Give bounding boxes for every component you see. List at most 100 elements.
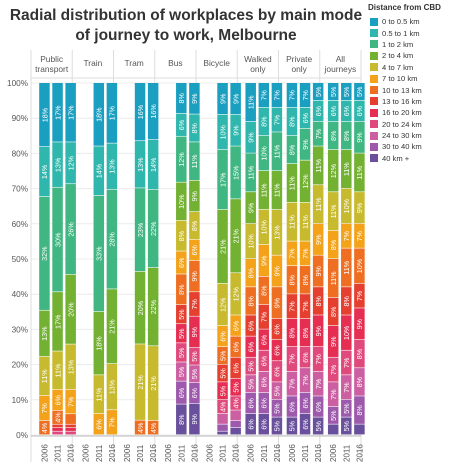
bar-segment [271,255,283,287]
bar-segment [258,413,270,435]
bar-segment [189,142,200,180]
data-label: 33% [95,246,104,261]
bar-segment [327,259,339,298]
y-tick-label: 40% [12,290,28,299]
data-label: 9% [190,93,199,104]
bar-segment [327,297,339,326]
bar-segment [189,365,200,383]
bar-segment [176,113,187,136]
bar-segment [245,392,256,414]
legend-label: 1 to 2 km [382,39,414,49]
data-label: 11% [355,165,364,179]
data-label: 21% [108,319,117,334]
bar-segment [258,135,270,171]
data-label: 8% [247,267,256,278]
data-label: 4% [40,422,49,433]
x-tick-label: 2011 [136,444,145,462]
data-label: 7% [314,354,323,365]
data-label: 8% [288,144,297,155]
bar-segment [39,395,50,421]
data-label: 11% [40,369,49,383]
data-label: 5% [218,385,227,396]
data-label: 7% [273,90,282,101]
bar-segment [341,248,352,287]
data-label: 5% [314,420,323,431]
bar-segment [176,343,187,362]
bar-segment [245,192,256,224]
x-tick-label: 2011 [219,444,228,462]
data-label: 17% [53,314,62,329]
legend-item: 10 to 13 km [366,84,449,95]
bar-segment [230,427,241,435]
bar-segment [176,304,187,324]
data-label: 5% [329,86,338,97]
data-label: 7% [288,90,297,101]
legend-label: 16 to 20 km [382,108,422,118]
bar-segment [147,420,159,435]
bar-segment [230,378,241,396]
bar-segment [52,424,63,428]
data-label: 7% [66,396,75,407]
bar-segment [230,396,241,410]
data-label: 6% [247,320,256,331]
data-label: 8% [301,274,310,285]
bar-segment [341,149,352,188]
x-tick-label: 2006 [40,444,49,462]
bar-segment [217,364,228,382]
bar-segment [341,375,352,400]
data-label: 12% [231,286,240,301]
y-tick-label: 10% [12,396,28,405]
data-label: 7% [40,403,49,414]
data-label: 6% [231,320,240,331]
x-tick-label: 2006 [205,444,214,462]
legend-item: 40 km + [366,153,449,164]
bar-segment [106,363,118,410]
bar-segment [327,230,339,259]
data-label: 5% [177,309,186,320]
legend-item: 16 to 20 km [366,107,449,118]
bar-segment [354,339,365,368]
bar-segment [299,368,311,393]
bar-segment [189,347,200,365]
x-tick-label: 2011 [177,444,186,462]
data-label: 8% [314,295,323,306]
bar-segment [65,414,76,424]
data-label: 5% [247,378,256,389]
bar-segment [327,424,339,435]
data-label: 6% [329,105,338,116]
bar-segment [134,188,146,272]
data-label: 9% [231,125,240,136]
data-label: 11% [273,144,282,158]
data-label: 7% [314,378,323,389]
bar-segment [65,274,76,344]
data-label: 9% [260,255,269,266]
bar-segment [52,187,63,292]
bar-segment [341,121,352,150]
bar-segment [245,315,256,336]
y-tick-label: 70% [12,185,28,194]
legend-item: 20 to 24 km [366,119,449,130]
bar-segment [299,266,311,294]
bar-segment [299,318,311,347]
bar-segment [271,171,283,210]
data-label: 20% [66,302,75,317]
bar-segment [245,336,256,357]
data-label: 6% [247,341,256,352]
bar-segment [93,413,105,435]
bar-segment [245,153,256,192]
data-label: 6% [177,257,186,268]
bar-segment [217,283,228,326]
bar-segment [341,417,352,435]
x-tick-label: 2011 [95,444,104,462]
x-tick-label: 2016 [67,444,76,462]
bar-segment [258,329,270,350]
data-label: 6% [342,105,351,116]
bar-segment [52,292,63,351]
bar-segment [271,318,283,340]
data-label: 9% [231,93,240,104]
legend-swatch [370,108,378,117]
bar-segment [258,276,270,305]
data-label: 6% [301,419,310,430]
data-label: 6% [218,331,227,342]
data-label: 7% [355,290,364,301]
